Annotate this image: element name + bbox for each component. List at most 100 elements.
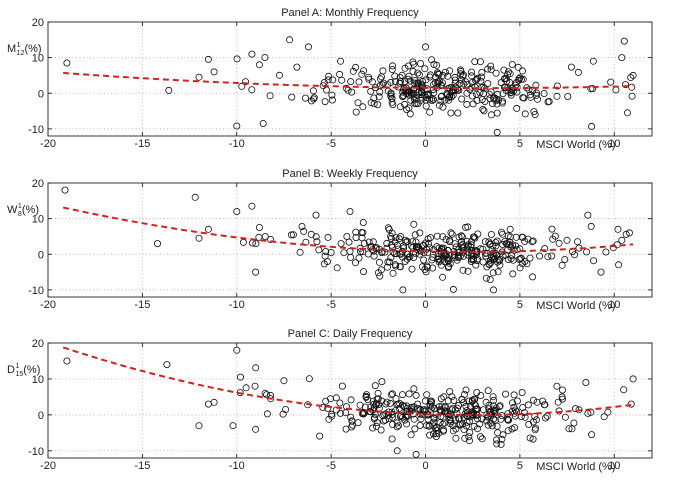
data-point [483,263,491,271]
data-point [415,244,423,252]
data-point [486,275,494,283]
y-tick-label: 20 [32,178,44,190]
data-point [549,235,557,243]
data-point [488,422,496,430]
data-point [456,420,464,428]
data-point [481,98,489,106]
data-point [459,252,467,260]
data-point [448,230,456,238]
data-point [378,378,386,386]
data-point [375,93,383,101]
scatter-points [63,346,637,458]
data-point [521,110,529,118]
data-point [352,108,360,116]
data-point [426,71,434,79]
data-point [342,84,350,92]
data-point [489,393,497,401]
data-point [347,78,355,86]
y-tick-label: -10 [28,446,44,458]
data-point [411,77,419,85]
data-point [508,399,516,407]
data-point [526,91,534,99]
data-point [388,410,396,418]
data-point [445,96,453,104]
data-point [403,106,411,114]
data-point [492,95,500,103]
data-point [322,397,330,405]
data-point [521,409,529,417]
data-point [437,395,445,403]
data-point [451,76,459,84]
data-point [468,68,476,76]
data-point [600,413,608,421]
panel-b: -20 -15 -10 -5 0 5 10 -10 0 10 20 Panel B: Weekly F… [7,168,653,312]
data-point [266,92,274,100]
data-point [365,75,373,83]
data-point [393,423,401,431]
data-point [387,78,395,86]
data-point [233,55,241,63]
data-point [305,375,313,383]
data-point [618,54,626,62]
y-axis-label: M 112 (%) [7,42,42,57]
data-point [485,405,493,413]
data-point [369,238,377,246]
x-tick-label: 5 [517,138,523,150]
data-point [436,257,444,265]
data-point [355,78,363,86]
data-point [386,258,394,266]
data-point [408,265,416,273]
data-point [533,398,541,406]
data-point [410,385,418,393]
data-point [377,73,385,81]
data-point [497,440,505,448]
data-point [327,248,335,256]
y-tick-label: 20 [32,17,44,29]
data-point [309,87,317,95]
data-point [394,245,402,253]
data-point [497,415,505,423]
x-tick-label: -15 [134,299,150,311]
data-point [229,422,237,430]
data-point [492,242,500,250]
data-point [544,98,552,106]
data-point [506,70,514,78]
x-tick-label: 5 [517,460,523,472]
data-point [404,250,412,258]
data-point [529,273,537,281]
data-point [472,401,480,409]
data-point [534,95,542,103]
data-point [548,225,556,233]
data-point [511,424,519,432]
x-axis-label: MSCI World (%) [536,461,615,473]
data-point [401,257,409,265]
data-point [399,286,407,294]
data-point [370,403,378,411]
data-point [437,97,445,105]
data-point [298,222,306,230]
data-point [389,269,397,277]
data-point [469,233,477,241]
data-point [473,90,481,98]
data-point [507,255,515,263]
y-label-base: W [7,204,18,216]
data-point [374,389,382,397]
data-point [204,225,212,233]
data-point [384,258,392,266]
data-point [255,61,263,69]
data-point [369,424,377,432]
x-tick-label: -15 [134,138,150,150]
x-tick-label: -5 [326,460,336,472]
data-point [445,412,453,420]
data-point [336,70,344,78]
y-label-unit: (%) [24,43,41,55]
data-point [497,79,505,87]
scatter-points [61,186,633,294]
y-axis-label: D 115 (%) [7,363,40,378]
y-label-superscript: 1 [17,42,21,49]
data-point [527,93,535,101]
data-point [466,413,474,421]
data-point [506,238,514,246]
data-point [423,263,431,271]
data-point [407,431,415,439]
